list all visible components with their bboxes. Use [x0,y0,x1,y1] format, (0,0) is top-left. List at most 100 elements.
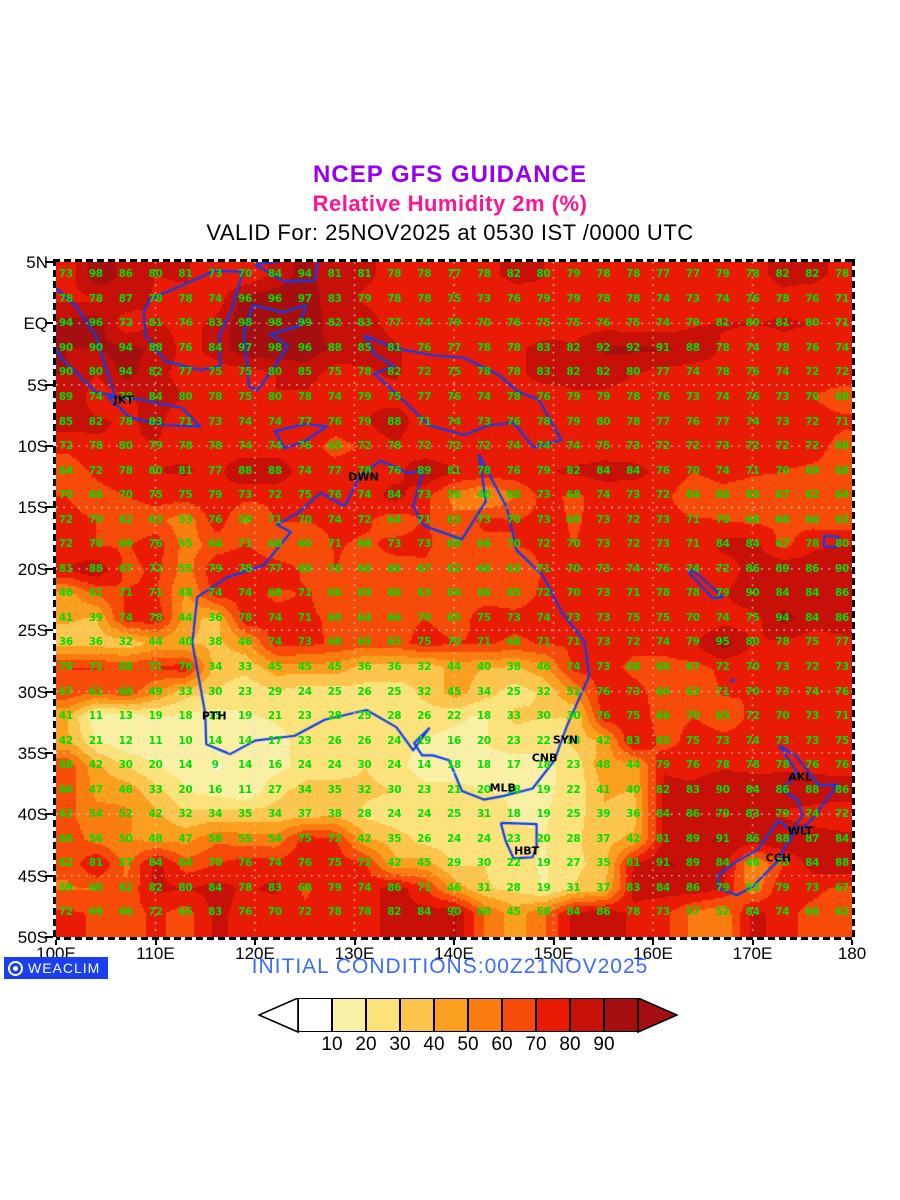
grid-value: 74 [745,341,760,354]
grid-value: 84 [805,587,820,600]
grid-value: 16 [267,759,282,772]
grid-value: 24 [417,808,432,821]
grid-value: 76 [745,391,760,403]
grid-value: 88 [238,464,253,477]
grid-value: 74 [327,391,342,403]
grid-value: 76 [655,391,670,403]
grid-value: 97 [297,292,312,305]
grid-value: 52 [715,906,730,919]
grid-value: 75 [805,636,820,649]
grid-value: 94 [297,268,312,281]
weaclim-circle-icon [8,960,23,976]
grid-value: 76 [805,341,820,354]
grid-value: 79 [148,440,163,453]
lon-tick [254,937,256,945]
grid-value: 94 [118,341,133,354]
lon-tick-label: 120E [235,944,275,963]
grid-value: 84 [655,881,670,894]
grid-value: 62 [805,489,820,502]
grid-value: 68 [506,636,521,649]
grid-value: 66 [58,832,73,845]
grid-value: 55 [178,538,193,551]
grid-value: 73 [476,415,491,428]
lat-tick-label: 15S [17,498,48,518]
grid-value: 33 [148,783,163,796]
grid-value: 79 [357,391,372,403]
grid-value: 38 [327,808,342,821]
grid-value: 46 [536,661,551,673]
grid-value: 94 [118,366,133,379]
grid-value: 79 [566,415,581,428]
city-label-cnb: CNB [531,751,558,765]
grid-value: 75 [626,317,641,330]
grid-value: 70 [566,562,581,575]
grid-value: 75 [208,366,223,379]
grid-value: 16 [208,783,223,796]
grid-value: 81 [178,464,193,477]
grid-value: 74 [685,562,700,575]
grid-value: 24 [327,759,342,772]
grid-value: 66 [805,906,820,919]
grid-value: 68 [626,661,641,673]
grid-value: 88 [88,562,103,575]
grid-value: 74 [267,415,282,428]
grid-value: 78 [148,611,163,624]
grid-value: 72 [835,808,850,821]
lat-tick [45,445,55,448]
grid-value: 76 [536,391,551,403]
colorbar-band [400,998,434,1032]
grid-value: 20 [476,783,491,796]
grid-value: 39 [596,808,611,821]
grid-value: 30 [566,710,581,723]
grid-value: 90 [446,906,462,919]
grid-value: 71 [417,415,432,428]
grid-value: 14 [208,734,223,747]
grid-value: 87 [805,832,820,845]
grid-value: 71 [536,562,551,575]
grid-value: 72 [536,587,551,600]
grid-value: 75 [566,317,581,330]
grid-value: 78 [596,268,611,281]
grid-value: 70 [805,391,820,403]
grid-value: 66 [357,562,372,575]
grid-value: 26 [327,734,342,747]
grid-value: 78 [387,440,402,453]
map-border-right [852,259,855,940]
grid-value: 71 [417,881,432,894]
grid-value: 66 [88,489,103,502]
lat-tick [45,936,55,938]
grid-value: 62 [118,513,133,526]
colorbar-tick-label: 80 [559,1034,581,1055]
grid-value: 76 [178,341,193,354]
grid-value: 38 [506,661,521,673]
grid-value: 64 [178,857,193,870]
grid-value: 75 [446,366,462,379]
grid-value: 70 [685,464,700,477]
grid-value: 25 [446,808,462,821]
lon-tick [552,937,555,945]
grid-value: 83 [148,415,163,428]
grid-value: 83 [536,341,551,354]
grid-value: 73 [476,513,491,526]
grid-value: 73 [655,513,670,526]
grid-value: 84 [387,489,402,502]
colorbar-tick-label: 70 [525,1034,547,1055]
grid-value: 19 [417,734,432,747]
grid-value: 12 [118,734,133,747]
grid-value: 74 [267,636,282,649]
grid-value: 70 [775,710,790,723]
grid-value: 41 [58,611,73,624]
grid-value: 75 [626,611,641,624]
grid-value: 62 [58,857,73,870]
grid-value: 72 [745,440,760,453]
grid-value: 45 [446,685,462,698]
grid-value: 38 [208,636,223,649]
grid-value: 77 [655,366,670,379]
grid-value: 74 [536,611,551,624]
grid-value: 76 [506,464,521,477]
grid-value: 71 [685,538,700,551]
grid-value: 78 [775,636,790,649]
grid-value: 72 [297,906,312,919]
grid-value: 69 [357,587,372,600]
grid-value: 85 [297,366,312,379]
